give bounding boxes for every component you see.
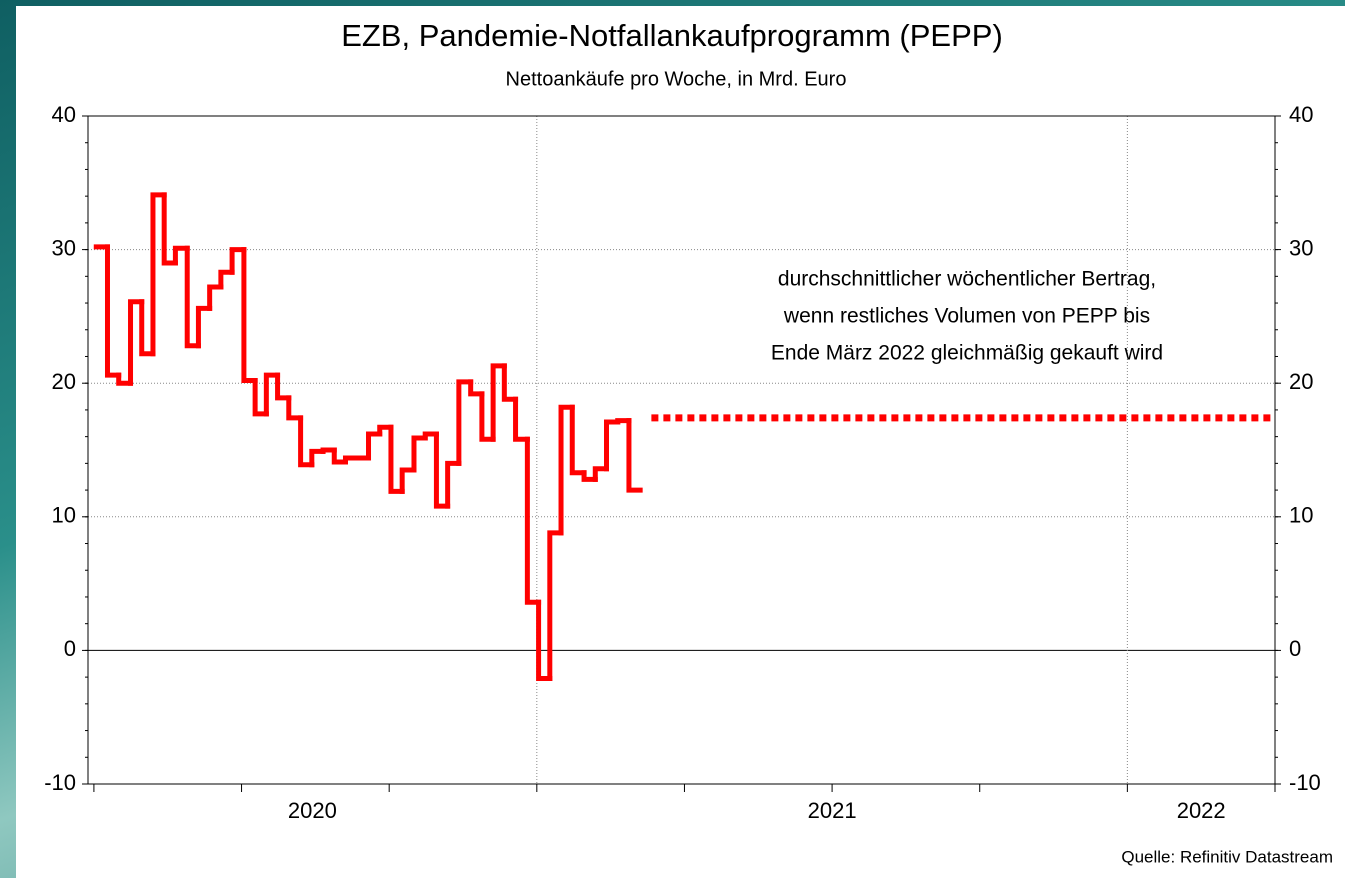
y-tick-label: 40: [52, 102, 76, 127]
y2-tick-label: -10: [1289, 770, 1321, 795]
y2-tick-label: 0: [1289, 636, 1301, 661]
y-tick-label: 20: [52, 369, 76, 394]
y2-tick-label: 30: [1289, 235, 1313, 260]
y2-tick-label: 20: [1289, 369, 1313, 394]
chart-panel: [16, 6, 1345, 878]
y2-tick-label: 10: [1289, 503, 1313, 528]
y2-tick-label: 40: [1289, 102, 1313, 127]
y-tick-label: 0: [64, 636, 76, 661]
chart-title: EZB, Pandemie-Notfallankaufprogramm (PEP…: [341, 18, 1003, 53]
annotation: Ende März 2022 gleichmäßig gekauft wird: [771, 342, 1163, 365]
y-tick-label: 30: [52, 235, 76, 260]
chart-subtitle: Nettoankäufe pro Woche, in Mrd. Euro: [506, 68, 847, 90]
annotation: wenn restliches Volumen von PEPP bis: [783, 305, 1150, 328]
page: EZB, Pandemie-Notfallankaufprogramm (PEP…: [0, 0, 1345, 878]
x-tick-label: 2021: [808, 798, 857, 823]
y-tick-label: 10: [52, 503, 76, 528]
y-tick-label: -10: [44, 770, 76, 795]
annotation: durchschnittlicher wöchentlicher Bertrag…: [778, 268, 1156, 291]
chart: EZB, Pandemie-Notfallankaufprogramm (PEP…: [0, 0, 1345, 878]
x-tick-label: 2022: [1177, 798, 1226, 823]
x-tick-label: 2020: [288, 798, 337, 823]
source: Quelle: Refinitiv Datastream: [1121, 847, 1333, 866]
